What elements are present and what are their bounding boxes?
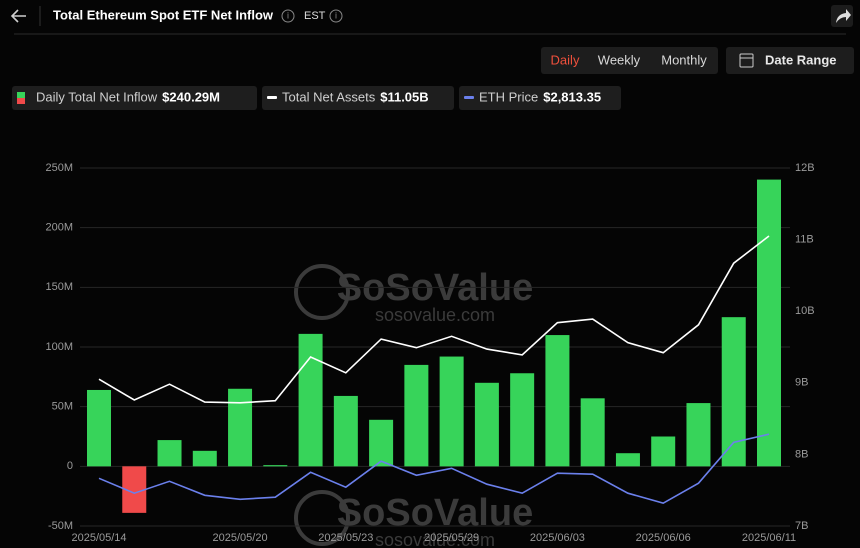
- bar: [228, 388, 253, 467]
- period-button[interactable]: Daily: [551, 52, 580, 67]
- bar: [615, 453, 640, 467]
- share-button[interactable]: [831, 5, 853, 27]
- bar: [369, 419, 394, 467]
- watermark-url: sosovalue.com: [375, 530, 495, 548]
- x-tick-label: 2025/05/23: [318, 532, 373, 544]
- legend-swatch: [17, 98, 25, 104]
- timezone: EST: [304, 10, 326, 22]
- bar: [87, 389, 111, 467]
- y2-tick-label: 7B: [795, 520, 808, 532]
- legend-value: $2,813.35: [543, 89, 601, 104]
- bar: [192, 450, 217, 467]
- bar: [721, 317, 746, 467]
- date-range-button[interactable]: [726, 47, 854, 74]
- y2-tick-label: 8B: [795, 448, 808, 460]
- bar: [333, 395, 358, 467]
- bar: [298, 333, 323, 467]
- y-tick-label: 150M: [45, 281, 73, 293]
- period-button[interactable]: Monthly: [661, 52, 707, 67]
- watermark-url: sosovalue.com: [375, 305, 495, 325]
- svg-text:i: i: [287, 10, 289, 20]
- y-tick-label: -50M: [48, 520, 73, 532]
- y-tick-label: 0: [67, 460, 73, 472]
- bar: [545, 335, 570, 467]
- y-tick-label: 200M: [45, 222, 73, 234]
- watermark-logo: [294, 490, 350, 546]
- y-tick-label: 50M: [52, 401, 73, 413]
- x-tick-label: 2025/06/03: [530, 532, 585, 544]
- legend-swatch: [267, 96, 277, 99]
- y2-tick-label: 12B: [795, 162, 815, 174]
- x-tick-label: 2025/05/14: [71, 532, 126, 544]
- legend-name: ETH Price: [479, 89, 538, 104]
- bar: [157, 440, 182, 467]
- line: [98, 235, 770, 404]
- legend-pill: [12, 86, 257, 110]
- bar: [580, 398, 605, 467]
- legend-value: $240.29M: [162, 89, 220, 104]
- legend-name: Daily Total Net Inflow: [36, 89, 158, 104]
- legend-pill: [262, 86, 454, 110]
- bar: [686, 403, 711, 467]
- x-tick-label: 2025/05/29: [424, 532, 479, 544]
- x-tick-label: 2025/05/20: [213, 532, 268, 544]
- date-range-label[interactable]: Date Range: [765, 52, 837, 67]
- bar: [404, 364, 429, 467]
- y2-tick-label: 11B: [795, 234, 814, 246]
- bar: [757, 179, 781, 467]
- calendar-icon: [739, 53, 754, 68]
- legend-value: $11.05B: [380, 89, 428, 104]
- back-button[interactable]: [10, 9, 26, 23]
- watermark: SoSoValue: [337, 492, 533, 534]
- legend-pill: [459, 86, 621, 110]
- bar: [474, 382, 499, 467]
- x-tick-label: 2025/06/06: [636, 532, 691, 544]
- legend-swatch: [17, 92, 25, 98]
- line: [98, 433, 770, 505]
- legend-swatch: [464, 96, 474, 99]
- page-title: Total Ethereum Spot ETF Net Inflow: [53, 7, 274, 22]
- y2-tick-label: 10B: [795, 305, 815, 317]
- info-icon[interactable]: i: [329, 9, 343, 23]
- period-button[interactable]: Weekly: [598, 52, 641, 67]
- watermark: SoSoValue: [337, 267, 533, 309]
- bar: [651, 436, 676, 467]
- y-tick-label: 250M: [45, 162, 73, 174]
- period-switch: [541, 47, 718, 74]
- bar: [122, 466, 147, 513]
- legend-name: Total Net Assets: [282, 89, 376, 104]
- info-icon[interactable]: i: [281, 9, 295, 23]
- x-tick-label: 2025/06/11: [742, 532, 796, 544]
- bar: [263, 465, 288, 467]
- watermark-logo: [294, 264, 350, 320]
- bar: [439, 356, 464, 467]
- y-tick-label: 100M: [45, 341, 73, 353]
- y2-tick-label: 9B: [795, 377, 808, 389]
- svg-text:i: i: [335, 10, 337, 20]
- bar: [510, 373, 535, 467]
